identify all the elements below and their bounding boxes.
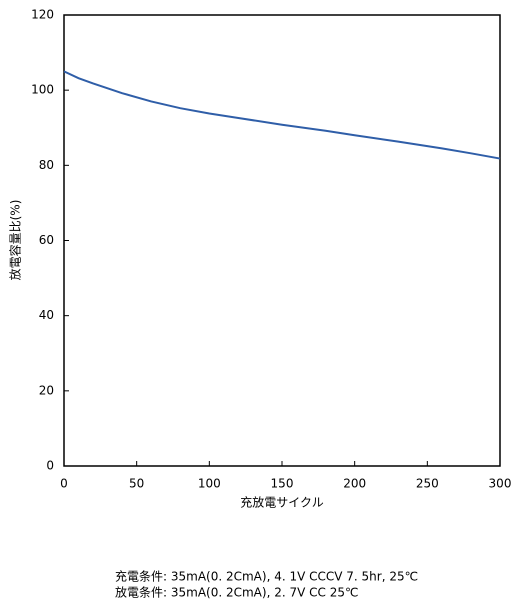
annotation: 充電条件: 35mA(0. 2CmA), 4. 1V CCCV 7. 5hr, … — [115, 569, 418, 584]
y-tick-label: 100 — [31, 83, 54, 97]
y-tick-label: 60 — [39, 233, 54, 247]
data-line — [63, 70, 501, 160]
y-tick-label: 120 — [31, 8, 54, 22]
y-tick-label: 80 — [39, 158, 54, 172]
x-tick-label: 50 — [129, 477, 144, 491]
x-tick-label: 200 — [343, 477, 366, 491]
annotation: 放電条件: 35mA(0. 2CmA), 2. 7V CC 25℃ — [115, 585, 358, 600]
x-tick-label: 0 — [60, 477, 68, 491]
y-tick-label: 0 — [46, 459, 54, 473]
x-tick-label: 100 — [198, 477, 221, 491]
x-tick-label: 300 — [489, 477, 512, 491]
x-axis-label: 充放電サイクル — [240, 495, 323, 510]
x-tick-label: 150 — [271, 477, 294, 491]
x-tick-label: 250 — [416, 477, 439, 491]
y-tick-label: 20 — [39, 383, 54, 397]
y-axis-label: 放電容量比(%) — [8, 200, 23, 281]
plot-frame — [63, 14, 501, 467]
y-tick-label: 40 — [39, 308, 54, 322]
